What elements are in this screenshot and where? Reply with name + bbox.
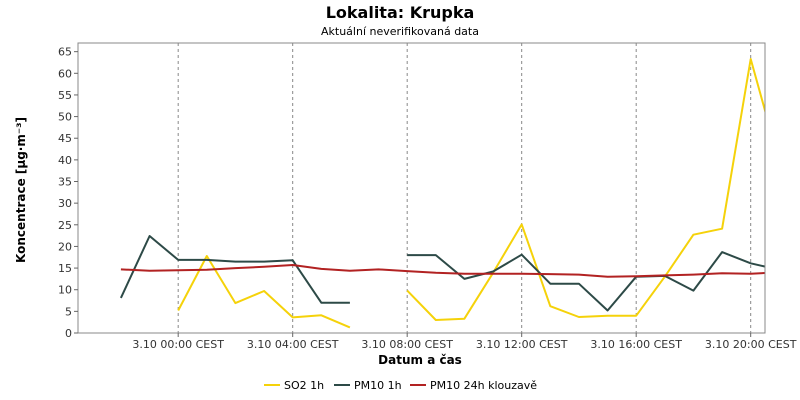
legend-item: PM10 1h	[334, 379, 402, 392]
legend-item: PM10 24h klouzavě	[410, 379, 537, 392]
legend-item: SO2 1h	[264, 379, 324, 392]
x-tick-label: 3.10 08:00 CEST	[361, 338, 453, 351]
series-line	[120, 264, 765, 278]
series-line	[407, 251, 765, 312]
plot-border	[77, 42, 766, 334]
series-1	[177, 58, 765, 329]
x-axis-label: Datum a čas	[378, 353, 462, 367]
y-tick-label: 60	[58, 67, 72, 80]
y-axis-label: Koncentrace [µg·m⁻³]	[14, 117, 28, 263]
legend-label: PM10 1h	[354, 379, 402, 392]
y-tick-label: 5	[65, 305, 72, 318]
legend-label: PM10 24h klouzavě	[430, 379, 537, 392]
series-3	[120, 264, 765, 278]
plot-background	[78, 43, 765, 333]
series-layer	[119, 58, 765, 329]
y-tick-label: 20	[58, 240, 72, 253]
legend: SO2 1h PM10 1h PM10 24h klouzavě	[264, 379, 537, 392]
grid	[78, 43, 765, 333]
y-axis-ticks: 0 5 10 15 20 25 30 35 40 45 50 55 60 65	[58, 46, 78, 340]
y-tick-label: 15	[58, 262, 72, 275]
y-tick-label: 0	[65, 327, 72, 340]
x-tick-label: 3.10 12:00 CEST	[476, 338, 568, 351]
x-tick-label: 3.10 20:00 CEST	[705, 338, 797, 351]
y-tick-label: 50	[58, 111, 72, 124]
series-line	[177, 255, 351, 329]
x-tick-label: 3.10 16:00 CEST	[590, 338, 682, 351]
y-tick-label: 25	[58, 219, 72, 232]
series-2	[119, 235, 765, 312]
x-tick-label: 3.10 00:00 CEST	[132, 338, 224, 351]
chart-title: Lokalita: Krupka	[326, 3, 475, 22]
x-axis-ticks: 3.10 00:00 CEST 3.10 04:00 CEST 3.10 08:00…	[132, 333, 797, 351]
y-tick-label: 30	[58, 197, 72, 210]
plot-frame	[77, 42, 766, 334]
y-tick-label: 40	[58, 154, 72, 167]
y-tick-label: 55	[58, 89, 72, 102]
legend-label: SO2 1h	[284, 379, 324, 392]
series-line	[406, 58, 765, 321]
chart-subtitle: Aktuální neverifikovaná data	[321, 25, 479, 38]
series-line	[119, 235, 350, 304]
x-tick-label: 3.10 04:00 CEST	[247, 338, 339, 351]
y-tick-label: 45	[58, 132, 72, 145]
y-tick-label: 10	[58, 284, 72, 297]
y-tick-label: 35	[58, 176, 72, 189]
y-tick-label: 65	[58, 46, 72, 59]
